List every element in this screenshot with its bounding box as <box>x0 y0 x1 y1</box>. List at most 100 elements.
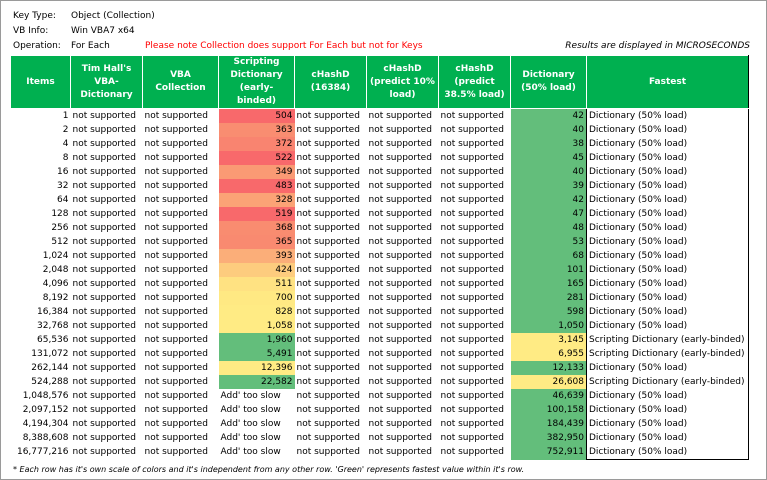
cell-chashd-10[interactable]: not supported <box>368 349 432 359</box>
cell-chashd-10[interactable]: not supported <box>368 111 432 121</box>
cell-items[interactable]: 2,048 <box>42 265 69 275</box>
cell-chashd-10[interactable]: not supported <box>368 335 432 345</box>
cell-scripting-dictionary[interactable]: 700 <box>218 291 295 305</box>
cell-dictionary-50[interactable]: 3,145 <box>510 333 587 347</box>
cell-tim-hall[interactable]: not supported <box>72 139 136 149</box>
cell-dictionary-50[interactable]: 598 <box>510 305 587 319</box>
cell-dictionary-50[interactable]: 281 <box>510 291 587 305</box>
cell-chashd-10[interactable]: not supported <box>368 251 432 261</box>
cell-chashd-16384[interactable]: not supported <box>296 181 360 191</box>
cell-fastest[interactable]: Dictionary (50% load) <box>586 389 749 403</box>
cell-chashd-16384[interactable]: not supported <box>296 237 360 247</box>
cell-vba-collection[interactable]: not supported <box>144 447 208 458</box>
cell-vba-collection[interactable]: not supported <box>144 391 208 401</box>
cell-chashd-16384[interactable]: not supported <box>296 195 360 205</box>
cell-tim-hall[interactable]: not supported <box>72 321 136 331</box>
cell-dictionary-50[interactable]: 101 <box>510 263 587 277</box>
header-chashd-16384[interactable]: cHashD (16384) <box>294 55 367 109</box>
cell-scripting-dictionary[interactable]: Add' too slow <box>220 433 281 443</box>
cell-dictionary-50[interactable]: 40 <box>510 165 587 179</box>
cell-fastest[interactable]: Dictionary (50% load) <box>586 221 749 235</box>
cell-vba-collection[interactable]: not supported <box>144 363 208 373</box>
cell-chashd-16384[interactable]: not supported <box>296 251 360 261</box>
cell-fastest[interactable]: Dictionary (50% load) <box>586 137 749 151</box>
cell-tim-hall[interactable]: not supported <box>72 293 136 303</box>
cell-scripting-dictionary[interactable]: 504 <box>218 108 295 123</box>
cell-items[interactable]: 128 <box>51 209 69 219</box>
cell-chashd-10[interactable]: not supported <box>368 181 432 191</box>
cell-vba-collection[interactable]: not supported <box>144 237 208 247</box>
cell-items[interactable]: 2,097,152 <box>22 405 69 415</box>
cell-chashd-385[interactable]: not supported <box>440 111 504 121</box>
cell-scripting-dictionary[interactable]: Add' too slow <box>220 405 281 415</box>
cell-items[interactable]: 1,048,576 <box>22 391 69 401</box>
cell-tim-hall[interactable]: not supported <box>72 125 136 135</box>
cell-fastest[interactable]: Scripting Dictionary (early-binded) <box>586 347 749 361</box>
cell-scripting-dictionary[interactable]: 1,960 <box>218 333 295 347</box>
cell-fastest[interactable]: Dictionary (50% load) <box>586 249 749 263</box>
cell-chashd-10[interactable]: not supported <box>368 153 432 163</box>
cell-vba-collection[interactable]: not supported <box>144 349 208 359</box>
cell-chashd-385[interactable]: not supported <box>440 433 504 443</box>
cell-chashd-385[interactable]: not supported <box>440 279 504 289</box>
cell-chashd-10[interactable]: not supported <box>368 377 432 387</box>
cell-fastest[interactable]: Dictionary (50% load) <box>586 445 749 460</box>
cell-fastest[interactable]: Dictionary (50% load) <box>586 277 749 291</box>
cell-fastest[interactable]: Dictionary (50% load) <box>586 417 749 431</box>
cell-items[interactable]: 1,024 <box>42 251 69 261</box>
cell-tim-hall[interactable]: not supported <box>72 279 136 289</box>
cell-tim-hall[interactable]: not supported <box>72 181 136 191</box>
cell-chashd-10[interactable]: not supported <box>368 209 432 219</box>
cell-vba-collection[interactable]: not supported <box>144 195 208 205</box>
cell-vba-collection[interactable]: not supported <box>144 405 208 415</box>
cell-items[interactable]: 4,096 <box>42 279 69 289</box>
cell-vba-collection[interactable]: not supported <box>144 265 208 275</box>
cell-items[interactable]: 262,144 <box>31 363 69 373</box>
cell-fastest[interactable]: Dictionary (50% load) <box>586 403 749 417</box>
cell-chashd-385[interactable]: not supported <box>440 447 504 458</box>
cell-tim-hall[interactable]: not supported <box>72 405 136 415</box>
cell-chashd-385[interactable]: not supported <box>440 209 504 219</box>
cell-dictionary-50[interactable]: 47 <box>510 207 587 221</box>
cell-chashd-385[interactable]: not supported <box>440 419 504 429</box>
cell-dictionary-50[interactable]: 48 <box>510 221 587 235</box>
cell-vba-collection[interactable]: not supported <box>144 321 208 331</box>
cell-vba-collection[interactable]: not supported <box>144 279 208 289</box>
cell-chashd-385[interactable]: not supported <box>440 293 504 303</box>
cell-chashd-10[interactable]: not supported <box>368 237 432 247</box>
cell-dictionary-50[interactable]: 45 <box>510 151 587 165</box>
cell-fastest[interactable]: Dictionary (50% load) <box>586 207 749 221</box>
cell-chashd-385[interactable]: not supported <box>440 391 504 401</box>
header-chashd-385[interactable]: cHashD (predict 38.5% load) <box>438 55 511 109</box>
cell-chashd-10[interactable]: not supported <box>368 279 432 289</box>
cell-tim-hall[interactable]: not supported <box>72 447 136 458</box>
cell-chashd-385[interactable]: not supported <box>440 307 504 317</box>
cell-fastest[interactable]: Dictionary (50% load) <box>586 305 749 319</box>
cell-vba-collection[interactable]: not supported <box>144 433 208 443</box>
cell-chashd-16384[interactable]: not supported <box>296 447 360 458</box>
cell-tim-hall[interactable]: not supported <box>72 307 136 317</box>
cell-chashd-16384[interactable]: not supported <box>296 153 360 163</box>
cell-chashd-385[interactable]: not supported <box>440 405 504 415</box>
cell-chashd-385[interactable]: not supported <box>440 195 504 205</box>
cell-chashd-385[interactable]: not supported <box>440 363 504 373</box>
cell-scripting-dictionary[interactable]: 828 <box>218 305 295 319</box>
cell-scripting-dictionary[interactable]: 365 <box>218 235 295 249</box>
cell-dictionary-50[interactable]: 46,639 <box>510 389 587 403</box>
cell-tim-hall[interactable]: not supported <box>72 111 136 121</box>
cell-scripting-dictionary[interactable]: 393 <box>218 249 295 263</box>
cell-fastest[interactable]: Dictionary (50% load) <box>586 291 749 305</box>
cell-chashd-385[interactable]: not supported <box>440 167 504 177</box>
cell-scripting-dictionary[interactable]: 363 <box>218 123 295 137</box>
cell-tim-hall[interactable]: not supported <box>72 433 136 443</box>
cell-vba-collection[interactable]: not supported <box>144 111 208 121</box>
cell-chashd-385[interactable]: not supported <box>440 125 504 135</box>
cell-scripting-dictionary[interactable]: 328 <box>218 193 295 207</box>
header-dictionary-50[interactable]: Dictionary (50% load) <box>510 55 587 109</box>
cell-items[interactable]: 256 <box>51 223 69 233</box>
cell-vba-collection[interactable]: not supported <box>144 307 208 317</box>
cell-vba-collection[interactable]: not supported <box>144 181 208 191</box>
cell-tim-hall[interactable]: not supported <box>72 363 136 373</box>
cell-vba-collection[interactable]: not supported <box>144 419 208 429</box>
cell-chashd-10[interactable]: not supported <box>368 223 432 233</box>
